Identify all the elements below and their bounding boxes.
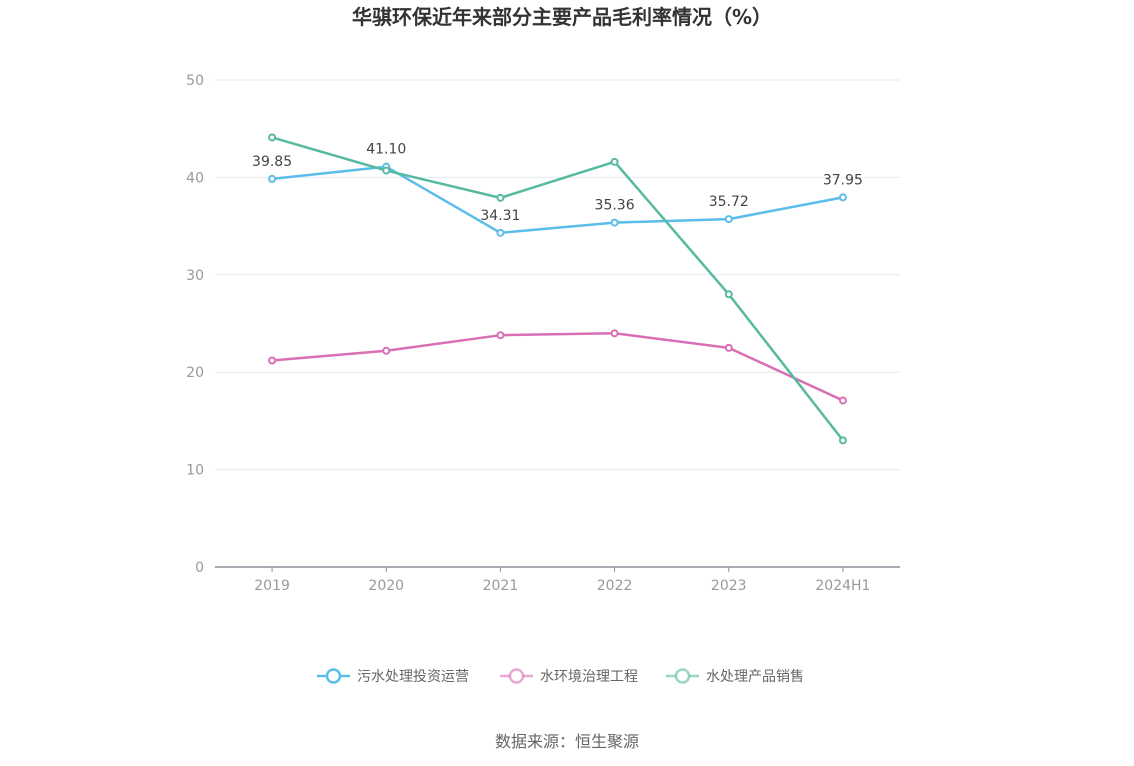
y-tick-label: 0 — [195, 560, 204, 576]
series-layer — [268, 133, 847, 445]
y-tick-label: 30 — [186, 268, 204, 284]
data-point[interactable] — [496, 331, 505, 340]
data-point[interactable] — [268, 133, 277, 142]
x-tick-label: 2021 — [483, 578, 519, 594]
data-point[interactable] — [496, 228, 505, 237]
y-tick-label: 40 — [186, 170, 204, 186]
data-point[interactable] — [610, 218, 619, 227]
legend-item-2[interactable]: 水环境治理工程 — [500, 668, 638, 685]
legend-marker-icon — [325, 668, 342, 684]
y-tick-label: 50 — [186, 73, 204, 89]
series-line — [271, 331, 844, 402]
y-tick-label: 10 — [186, 463, 204, 479]
series-1 — [268, 162, 847, 237]
data-point[interactable] — [838, 436, 847, 445]
x-tick-label: 2024H1 — [815, 578, 870, 594]
data-point[interactable] — [610, 157, 619, 166]
x-tick-label: 2020 — [368, 578, 404, 594]
data-point[interactable] — [724, 215, 733, 224]
x-tick-label: 2019 — [254, 578, 290, 594]
data-point[interactable] — [838, 396, 847, 405]
data-point[interactable] — [724, 290, 733, 299]
data-point[interactable] — [724, 343, 733, 352]
series-line — [271, 136, 844, 442]
data-point[interactable] — [838, 193, 847, 202]
grid — [215, 79, 900, 471]
legend-item-3[interactable]: 水处理产品销售 — [666, 668, 804, 685]
series-line — [271, 165, 844, 235]
data-label: 39.85 — [252, 154, 292, 170]
series-3 — [268, 133, 847, 445]
legend-item-1[interactable]: 污水处理投资运营 — [317, 668, 469, 685]
x-tick-label: 2022 — [597, 578, 633, 594]
data-point[interactable] — [268, 356, 277, 365]
legend[interactable]: 污水处理投资运营 水环境治理工程 水处理产品销售 — [317, 668, 804, 685]
data-point[interactable] — [496, 193, 505, 202]
source-note: 数据来源：恒生聚源 — [495, 732, 639, 751]
y-tick-label: 20 — [186, 365, 204, 381]
chart-title: 华骐环保近年来部分主要产品毛利率情况（%） — [352, 5, 772, 29]
data-labels: 39.85 41.10 34.31 35.36 35.72 37.95 — [252, 142, 863, 224]
data-label: 37.95 — [823, 172, 863, 188]
data-label: 35.36 — [595, 198, 635, 214]
legend-label: 水环境治理工程 — [540, 669, 638, 685]
axes: 0 10 20 30 40 50 2019 2020 2021 2022 2023 2024H1 — [186, 73, 900, 594]
data-point[interactable] — [382, 346, 391, 355]
data-point[interactable] — [382, 166, 391, 175]
data-label: 35.72 — [709, 194, 749, 210]
legend-label: 污水处理投资运营 — [357, 669, 469, 685]
legend-label: 水处理产品销售 — [706, 669, 804, 685]
legend-marker-icon — [674, 668, 691, 684]
data-label: 41.10 — [366, 142, 406, 158]
series-2 — [268, 329, 847, 405]
legend-marker-icon — [508, 668, 525, 684]
data-point[interactable] — [610, 329, 619, 338]
x-tick-label: 2023 — [711, 578, 747, 594]
data-label: 34.31 — [480, 208, 520, 224]
data-point[interactable] — [268, 174, 277, 183]
